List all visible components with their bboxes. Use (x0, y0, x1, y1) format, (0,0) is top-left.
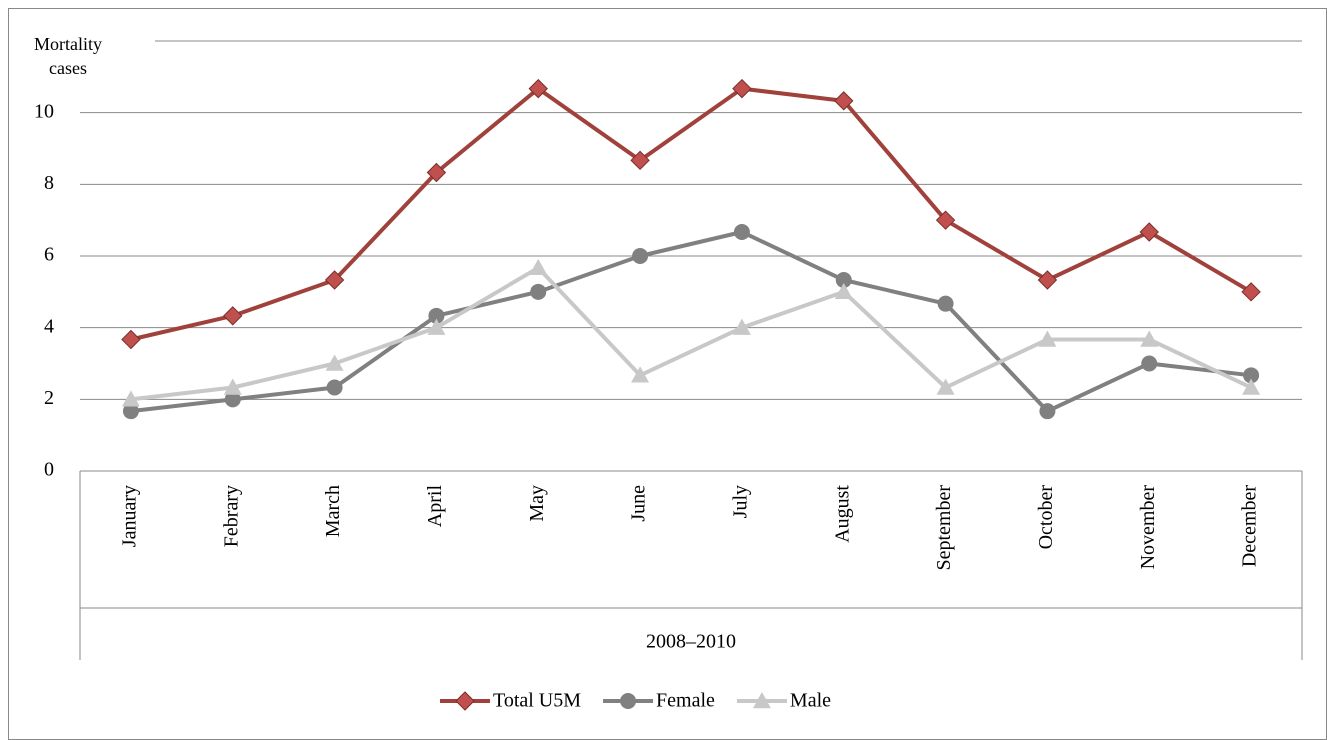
marker (529, 258, 548, 276)
marker (630, 150, 650, 171)
y-axis-label: Mortality cases (34, 34, 102, 78)
x-tick-label: March (322, 485, 344, 537)
marker (834, 282, 853, 300)
marker (732, 318, 751, 335)
marker (1039, 403, 1056, 420)
marker (1037, 270, 1058, 290)
x-tick-label: September (933, 485, 955, 571)
marker (835, 272, 852, 289)
marker (223, 306, 243, 326)
series-line (130, 86, 1253, 342)
marker (733, 223, 750, 240)
legend-label: Total U5M (493, 690, 581, 712)
series-line (130, 265, 1252, 402)
marker (936, 378, 955, 395)
marker (427, 318, 446, 335)
marker (631, 366, 650, 383)
marker (324, 270, 345, 290)
marker (1141, 355, 1158, 372)
x-tick-label: October (1035, 485, 1057, 550)
marker (1243, 367, 1260, 384)
x-tick-label: Febrary (220, 485, 242, 547)
legend-label: Female (656, 690, 715, 712)
x-tick-label: January (119, 485, 141, 547)
marker (530, 283, 547, 300)
y-tick-label: 6 (44, 244, 54, 266)
marker (1242, 378, 1261, 395)
y-tick-label: 2 (44, 387, 54, 409)
x-tick-label: August (831, 485, 853, 543)
x-tick-label: December (1239, 485, 1261, 568)
marker (632, 248, 649, 264)
marker (455, 691, 475, 711)
x-tick-label: May (526, 485, 548, 522)
y-tick-label: 4 (44, 315, 54, 337)
marker (121, 390, 140, 407)
x-tick-label: July (730, 485, 752, 518)
marker (122, 403, 139, 420)
y-tick-label: 0 (44, 459, 54, 481)
marker (223, 378, 242, 395)
marker (121, 329, 141, 350)
x-tick-label: April (424, 485, 446, 528)
marker (224, 391, 241, 408)
marker (834, 91, 854, 111)
series-line (130, 229, 1252, 414)
marker (1140, 330, 1159, 347)
marker (1139, 222, 1159, 242)
x-group-label: 2008–2010 (646, 631, 736, 653)
marker (752, 692, 771, 709)
marker (326, 379, 343, 396)
marker (935, 210, 956, 230)
marker (620, 693, 637, 709)
marker (1038, 330, 1057, 347)
x-tick-label: June (628, 485, 650, 522)
marker (937, 295, 954, 312)
marker (325, 354, 344, 371)
marker (1241, 282, 1261, 302)
y-tick-label: 8 (44, 172, 54, 194)
marker (426, 162, 447, 183)
marker (732, 78, 752, 99)
legend-label: Male (790, 690, 831, 712)
x-tick-label: November (1137, 485, 1159, 570)
y-tick-label: 10 (34, 100, 54, 122)
marker (428, 307, 445, 324)
marker (528, 78, 548, 99)
